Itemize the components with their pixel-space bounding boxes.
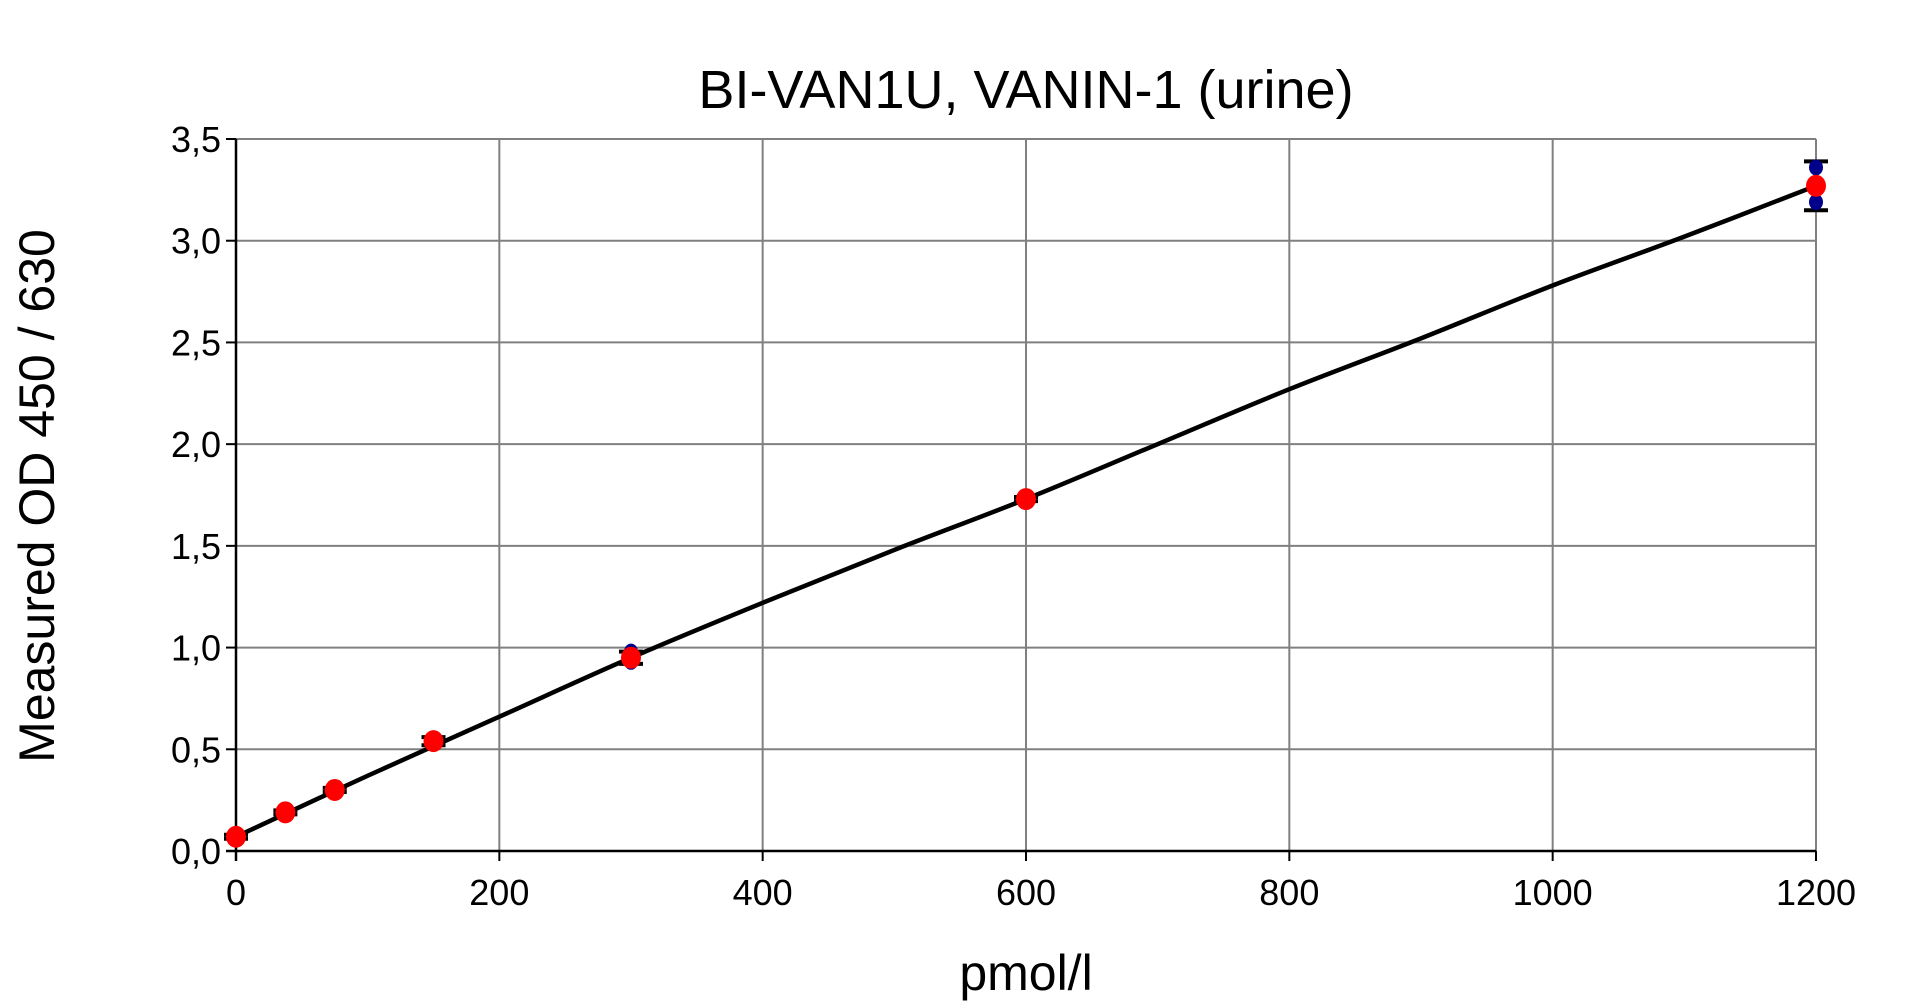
y-axis-label: Measured OD 450 / 630 xyxy=(9,229,65,763)
x-tick-labels: 0 200 400 600 800 1000 1200 xyxy=(226,872,1856,913)
mean-points xyxy=(226,174,1826,848)
x-tick-label: 0 xyxy=(226,872,246,913)
y-tick-label: 2,5 xyxy=(171,322,221,363)
y-tick-label: 3,5 xyxy=(171,119,221,160)
mean-point xyxy=(1016,488,1036,511)
y-tick-labels: 0,0 0,5 1,0 1,5 2,0 2,5 3,0 3,5 xyxy=(171,119,221,872)
x-tick-label: 1200 xyxy=(1776,872,1856,913)
y-tick-label: 1,5 xyxy=(171,526,221,567)
x-tick-label: 400 xyxy=(733,872,793,913)
x-tick-label: 800 xyxy=(1259,872,1319,913)
replicate-point xyxy=(1809,159,1823,176)
y-tick-label: 0,0 xyxy=(171,831,221,872)
y-tick-label: 2,0 xyxy=(171,424,221,465)
grid xyxy=(236,138,1817,851)
x-axis-label: pmol/l xyxy=(959,945,1092,1001)
x-tick-label: 200 xyxy=(469,872,529,913)
mean-point xyxy=(1806,174,1826,197)
y-tick-label: 3,0 xyxy=(171,221,221,262)
mean-point xyxy=(621,646,641,669)
x-tick-label: 1000 xyxy=(1513,872,1593,913)
x-tick-label: 600 xyxy=(996,872,1056,913)
y-tick-label: 1,0 xyxy=(171,628,221,669)
mean-point xyxy=(275,801,296,824)
replicate-point xyxy=(1809,194,1823,211)
mean-point xyxy=(324,778,345,801)
mean-point xyxy=(226,825,246,848)
chart-title: BI-VAN1U, VANIN-1 (urine) xyxy=(698,60,1353,120)
axes xyxy=(226,138,1817,861)
y-tick-label: 0,5 xyxy=(171,729,221,770)
mean-point xyxy=(423,730,444,753)
